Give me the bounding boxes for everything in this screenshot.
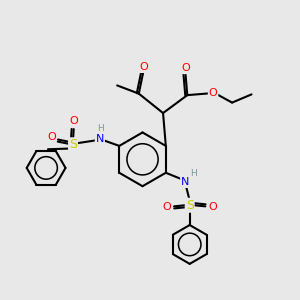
Text: O: O <box>69 116 78 126</box>
Text: O: O <box>208 202 217 212</box>
Text: O: O <box>47 132 56 142</box>
Text: N: N <box>181 177 189 187</box>
Text: S: S <box>69 138 77 151</box>
Text: S: S <box>186 199 194 212</box>
Text: O: O <box>181 63 190 73</box>
Text: N: N <box>96 134 104 144</box>
Text: H: H <box>97 124 104 133</box>
Text: O: O <box>139 62 148 72</box>
Text: O: O <box>162 202 171 212</box>
Text: H: H <box>190 169 197 178</box>
Text: O: O <box>209 88 218 98</box>
